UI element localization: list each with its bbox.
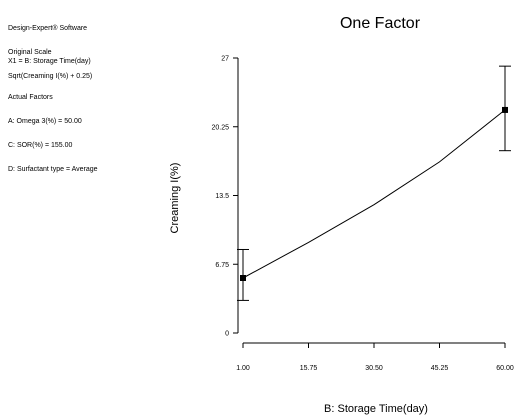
response-curve xyxy=(242,109,506,279)
x-axis-title: B: Storage Time(day) xyxy=(324,403,428,415)
x-ticks: 1.00 15.75 30.50 45.25 60.00 xyxy=(236,343,514,372)
actual-factor-d: D: Surfactant type = Average xyxy=(8,166,98,173)
actual-factor-c: C: SOR(%) = 155.00 xyxy=(8,142,73,149)
y-tick-label: 6.75 xyxy=(215,262,229,269)
x-tick-label: 45.25 xyxy=(431,365,449,372)
actual-factors-heading: Actual Factors xyxy=(8,94,53,101)
actual-factor-a: A: Omega 3(%) = 50.00 xyxy=(8,118,82,125)
x-tick-label: 30.50 xyxy=(365,365,383,372)
x-tick-label: 1.00 xyxy=(236,365,250,372)
y-tick-label: 13.5 xyxy=(215,193,229,200)
actual-factors: Actual Factors A: Omega 3(%) = 50.00 C: … xyxy=(8,78,98,182)
design-point-marker xyxy=(240,275,246,281)
software-info: Design-Expert® Software Original Scale S… xyxy=(8,9,92,89)
x-factor-label: X1 = B: Storage Time(day) xyxy=(8,58,91,65)
y-axis-title: Creaming I(%) xyxy=(169,163,181,234)
design-points xyxy=(237,65,511,301)
y-tick-label: 27 xyxy=(221,56,229,63)
info-line-2: Original Scale xyxy=(8,49,52,56)
design-point-marker xyxy=(502,106,508,113)
info-line-1: Design-Expert® Software xyxy=(8,25,88,32)
y-ticks: 0 6.75 13.5 20.25 27 xyxy=(211,56,238,338)
x-tick-label: 60.00 xyxy=(496,365,514,372)
y-tick-label: 0 xyxy=(225,331,229,338)
x-tick-label: 15.75 xyxy=(300,365,318,372)
info-line-3: Sqrt(Creaming I(%) + 0.25) xyxy=(8,73,93,80)
y-tick-label: 20.25 xyxy=(211,124,229,131)
chart-title: One Factor xyxy=(340,15,421,32)
